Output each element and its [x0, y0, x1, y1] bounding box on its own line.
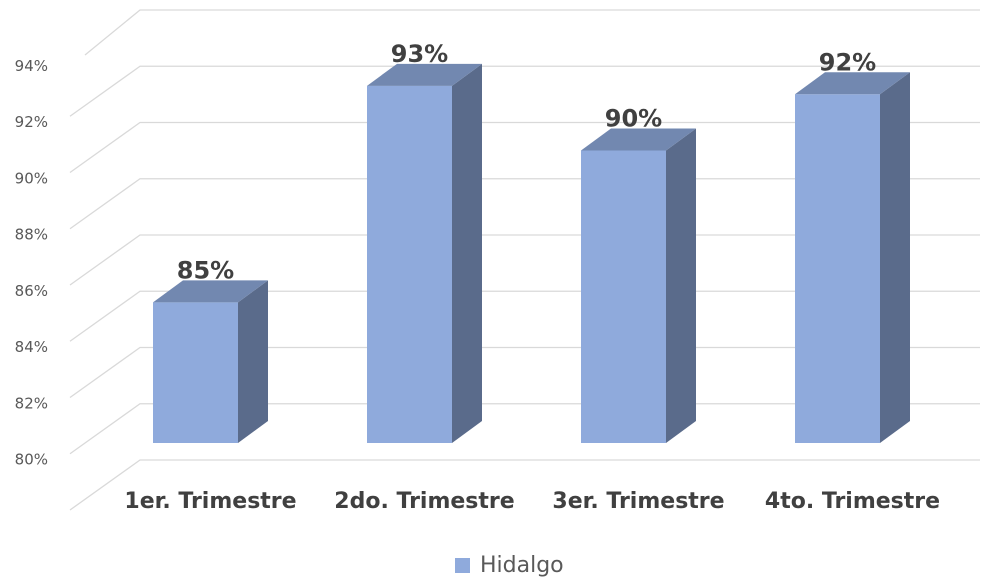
y-tick-label: 92% [15, 113, 48, 131]
bar-front [153, 302, 238, 443]
grid-line [69, 346, 980, 399]
grid-line [69, 178, 980, 230]
bar-top [795, 72, 910, 95]
x-tick-label: 4to. Trimestre [765, 489, 940, 514]
y-tick-label: 80% [15, 451, 48, 469]
y-tick-label: 84% [15, 338, 48, 356]
bar-top [367, 63, 482, 86]
grid-line [69, 121, 980, 174]
y-tick-label: 86% [15, 282, 48, 300]
y-tick-label: 94% [15, 57, 48, 75]
legend-swatch [455, 558, 470, 573]
grid-line [69, 234, 980, 286]
grid-line [84, 9, 980, 56]
x-tick-label: 2do. Trimestre [334, 489, 514, 514]
x-tick-label: 1er. Trimestre [124, 489, 296, 514]
bar-front [367, 85, 452, 443]
data-label: 85% [177, 256, 234, 284]
bar-front [581, 150, 666, 443]
bar-front [795, 94, 880, 443]
y-tick-label: 88% [15, 226, 48, 244]
bar-top [153, 280, 268, 303]
y-tick-label: 82% [15, 394, 48, 412]
data-label: 92% [819, 48, 876, 76]
grid-line [69, 403, 980, 455]
grid-line [69, 459, 980, 511]
bar-side [238, 280, 268, 443]
grid-line [69, 290, 980, 342]
data-label: 93% [391, 40, 448, 68]
x-tick-label: 3er. Trimestre [552, 489, 724, 514]
bar-top [581, 128, 696, 151]
legend-label: Hidalgo [480, 553, 564, 578]
bar-side [880, 72, 910, 443]
y-tick-label: 90% [15, 169, 48, 187]
grid-line [69, 65, 980, 117]
data-label: 90% [605, 105, 662, 133]
bar-side [452, 63, 482, 443]
bar-side [666, 128, 696, 443]
